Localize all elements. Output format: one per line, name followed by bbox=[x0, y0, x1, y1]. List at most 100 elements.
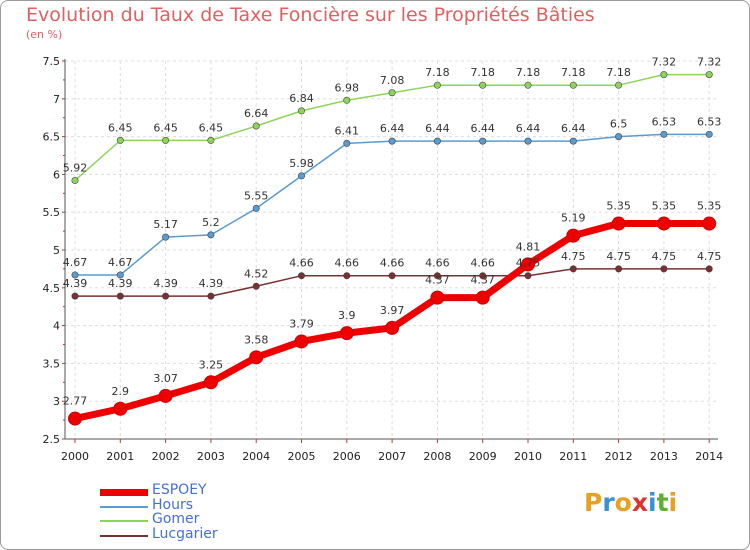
data-label: 6.5 bbox=[610, 118, 628, 131]
data-label: 4.52 bbox=[244, 267, 269, 280]
data-label: 6.84 bbox=[289, 92, 314, 105]
y-tick-label: 4 bbox=[53, 320, 60, 333]
data-label: 6.44 bbox=[561, 122, 586, 135]
data-point bbox=[388, 137, 396, 145]
data-point bbox=[294, 334, 309, 349]
data-label: 4.39 bbox=[153, 277, 178, 290]
legend-swatch bbox=[100, 488, 148, 496]
x-tick-label: 2011 bbox=[559, 450, 587, 463]
x-tick-label: 2010 bbox=[514, 450, 542, 463]
data-point bbox=[207, 231, 215, 239]
data-point bbox=[433, 137, 441, 145]
logo-letter: i bbox=[668, 488, 678, 517]
logo-letter: i bbox=[648, 488, 657, 517]
data-label: 4.37 bbox=[470, 274, 495, 287]
data-label: 7.32 bbox=[697, 56, 722, 69]
data-label: 5.92 bbox=[63, 161, 88, 174]
x-tick-label: 2006 bbox=[333, 450, 361, 463]
legend-swatch bbox=[100, 534, 148, 537]
data-label: 6.44 bbox=[470, 122, 495, 135]
data-label: 6.53 bbox=[652, 115, 677, 128]
data-label: 4.37 bbox=[425, 274, 450, 287]
logo-letter: r bbox=[602, 488, 615, 517]
data-label: 5.17 bbox=[153, 218, 178, 231]
data-label: 6.44 bbox=[380, 122, 405, 135]
data-point bbox=[702, 216, 717, 231]
series-gomer bbox=[71, 71, 713, 184]
data-point bbox=[524, 137, 532, 145]
data-label: 7.08 bbox=[380, 74, 405, 87]
legend-swatch bbox=[100, 520, 148, 522]
y-tick-label: 4.5 bbox=[43, 282, 61, 295]
data-label: 7.18 bbox=[425, 66, 450, 79]
series-lucgarier bbox=[71, 265, 713, 300]
data-label: 4.39 bbox=[108, 277, 133, 290]
data-label: 3.07 bbox=[153, 372, 178, 385]
data-label: 4.81 bbox=[516, 240, 541, 253]
x-tick-label: 2012 bbox=[605, 450, 633, 463]
data-point bbox=[339, 326, 354, 341]
y-tick-label: 6.5 bbox=[43, 131, 61, 144]
data-point bbox=[71, 176, 79, 184]
data-point bbox=[524, 81, 532, 89]
chart-subtitle: (en %) bbox=[26, 28, 63, 41]
data-point bbox=[615, 265, 623, 273]
legend-label: ESPOEY bbox=[152, 482, 207, 498]
data-point bbox=[297, 107, 305, 115]
x-tick-label: 2005 bbox=[288, 450, 316, 463]
data-label: 7.18 bbox=[561, 66, 586, 79]
data-label: 7.18 bbox=[470, 66, 495, 79]
data-label: 2.77 bbox=[63, 395, 88, 408]
x-tick-label: 2003 bbox=[197, 450, 225, 463]
logo-letter: P bbox=[584, 488, 603, 517]
data-label: 5.35 bbox=[652, 200, 677, 213]
data-label: 6.44 bbox=[516, 122, 541, 135]
data-label: 4.75 bbox=[606, 250, 631, 263]
legend-swatch bbox=[100, 505, 148, 508]
data-point bbox=[433, 272, 441, 280]
data-point bbox=[252, 204, 260, 212]
data-label: 4.66 bbox=[470, 257, 495, 270]
data-label: 6.45 bbox=[108, 121, 133, 134]
y-tick-label: 7.5 bbox=[43, 55, 61, 68]
data-label: 2.9 bbox=[112, 385, 130, 398]
logo-letter: t bbox=[656, 488, 669, 517]
data-point bbox=[660, 130, 668, 138]
data-label: 4.67 bbox=[63, 256, 88, 269]
data-point bbox=[162, 233, 170, 241]
data-point bbox=[207, 136, 215, 144]
x-tick-label: 2000 bbox=[61, 450, 89, 463]
data-point bbox=[297, 272, 305, 280]
data-point bbox=[68, 411, 82, 426]
data-label: 4.39 bbox=[63, 277, 88, 290]
data-point bbox=[521, 257, 535, 272]
x-tick-label: 2008 bbox=[423, 450, 451, 463]
data-label: 4.75 bbox=[652, 250, 677, 263]
data-point bbox=[479, 272, 487, 280]
data-label: 4.75 bbox=[561, 250, 586, 263]
logo-letter: x bbox=[631, 488, 648, 517]
data-label: 4.75 bbox=[697, 250, 722, 263]
legend-label: Gomer bbox=[152, 511, 200, 527]
legend-label: Lucgarier bbox=[152, 525, 218, 542]
proxiti-logo: Proxiti bbox=[584, 488, 677, 517]
y-tick-label: 5 bbox=[53, 244, 60, 257]
data-point bbox=[524, 272, 532, 280]
data-label: 5.35 bbox=[697, 200, 722, 213]
data-label: 5.98 bbox=[289, 157, 314, 170]
data-point bbox=[297, 172, 305, 180]
data-point bbox=[343, 96, 351, 104]
data-label: 6.45 bbox=[153, 121, 178, 134]
data-point bbox=[430, 290, 445, 305]
data-label: 7.18 bbox=[606, 66, 631, 79]
data-point bbox=[113, 401, 128, 416]
data-point bbox=[116, 136, 124, 144]
data-point bbox=[656, 216, 671, 231]
chart-title: Evolution du Taux de Taxe Foncière sur l… bbox=[26, 4, 595, 26]
data-point bbox=[385, 320, 400, 335]
legend-label: Hours bbox=[152, 496, 194, 513]
y-tick-label: 6 bbox=[53, 168, 60, 181]
y-tick-label: 3.5 bbox=[43, 357, 61, 370]
data-label: 5.19 bbox=[561, 212, 586, 225]
